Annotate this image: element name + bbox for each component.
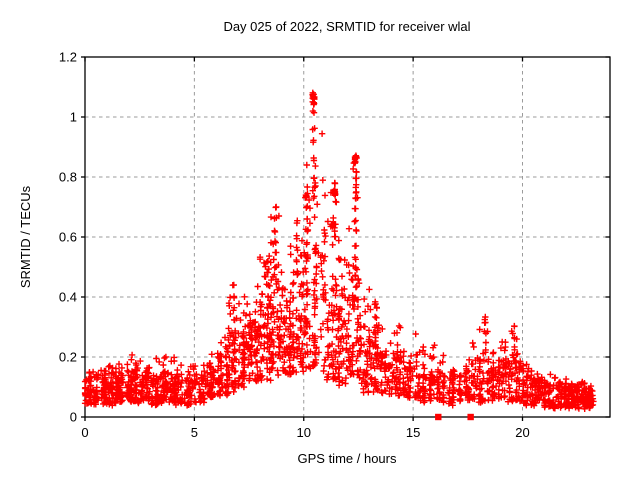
x-tick-label: 15 [406, 425, 420, 440]
x-tick-label: 20 [515, 425, 529, 440]
x-tick-label: 0 [81, 425, 88, 440]
y-tick-label: 1.2 [59, 50, 77, 65]
x-tick-label: 10 [297, 425, 311, 440]
y-tick-label: 1 [70, 110, 77, 125]
zero-value-square-markers [435, 413, 474, 421]
x-tick-label: 5 [191, 425, 198, 440]
y-tick-label: 0.4 [59, 290, 77, 305]
y-tick-label: 0.2 [59, 350, 77, 365]
scatter-points [81, 89, 597, 412]
y-tick-labels: 0 0.2 0.4 0.6 0.8 1 1.2 [59, 50, 77, 425]
y-tick-label: 0 [70, 410, 77, 425]
plot-border [84, 56, 611, 418]
axis-ticks [81, 56, 610, 421]
y-axis-label: SRMTID / TECUs [18, 185, 33, 288]
chart-title: Day 025 of 2022, SRMTID for receiver wla… [223, 19, 470, 34]
zero-square-marker [435, 413, 442, 421]
y-tick-label: 0.6 [59, 230, 77, 245]
x-axis-label: GPS time / hours [298, 451, 397, 466]
zero-square-marker [467, 413, 474, 421]
x-tick-labels: 0 5 10 15 20 [81, 425, 529, 440]
y-tick-label: 0.8 [59, 170, 77, 185]
